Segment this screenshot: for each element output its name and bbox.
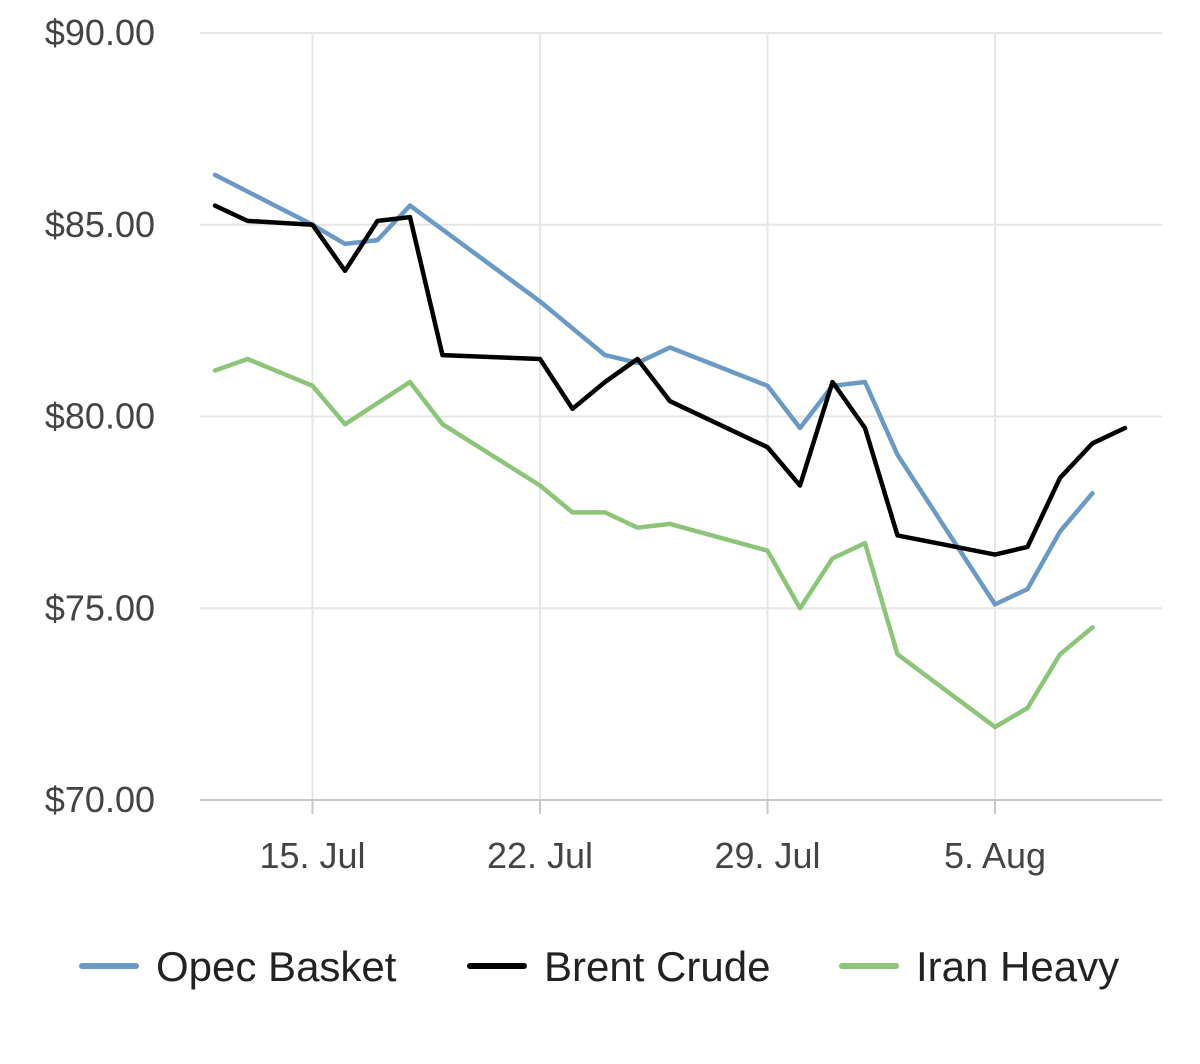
x-tick-label: 22. Jul — [487, 835, 593, 876]
y-tick-label: $75.00 — [45, 587, 155, 628]
legend-label: Opec Basket — [156, 943, 397, 990]
series-layer — [212, 172, 1128, 730]
legend-label: Brent Crude — [544, 943, 770, 990]
y-tick-label: $90.00 — [45, 12, 155, 53]
series-line-iran-heavy — [212, 356, 1095, 730]
y-tick-label: $80.00 — [45, 396, 155, 437]
y-tick-label: $70.00 — [45, 779, 155, 820]
x-tick-label: 29. Jul — [714, 835, 820, 876]
grid-layer — [200, 32, 1162, 800]
x-tick-label: 5. Aug — [944, 835, 1046, 876]
legend: Opec Basket Brent Crude Iran Heavy — [79, 943, 1119, 990]
series-line-opec-basket — [212, 172, 1095, 607]
x-tick-label: 15. Jul — [259, 835, 365, 876]
series-line-brent-crude — [212, 203, 1128, 557]
legend-item-opec-basket[interactable]: Opec Basket — [79, 943, 397, 990]
axis-layer: $70.00 $75.00 $80.00 $85.00 $90.00 15. Jul 22.… — [45, 12, 1162, 876]
y-tick-label: $85.00 — [45, 204, 155, 245]
legend-item-iran-heavy[interactable]: Iran Heavy — [839, 943, 1119, 990]
legend-label: Iran Heavy — [916, 943, 1119, 990]
legend-item-brent-crude[interactable]: Brent Crude — [467, 943, 770, 990]
